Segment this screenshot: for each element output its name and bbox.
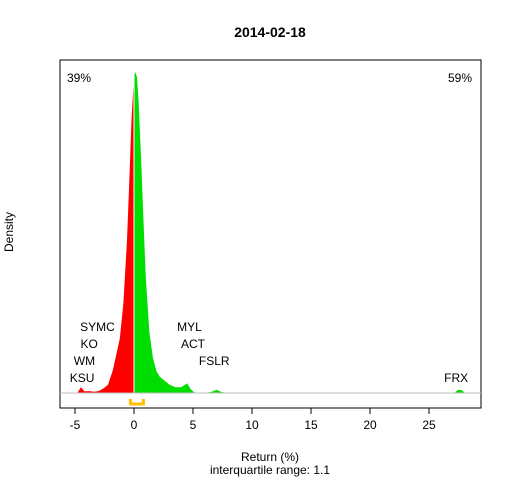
positive-share-label: 59% [448, 71, 472, 85]
x-axis-label: Return (%) [241, 450, 299, 464]
x-tick-label: 5 [190, 418, 197, 432]
stock-label: KSU [70, 371, 95, 385]
x-tick-label: 10 [245, 418, 259, 432]
stock-label: ACT [181, 337, 206, 351]
x-tick-label: 20 [363, 418, 377, 432]
outlier-density-bump [454, 389, 465, 393]
y-axis-label: Density [2, 212, 16, 252]
stock-label: WM [74, 354, 95, 368]
stock-label: KO [80, 337, 97, 351]
stock-label: MYL [177, 320, 202, 334]
negative-density-region [77, 76, 134, 393]
x-tick-label: 25 [422, 418, 436, 432]
density-area [60, 72, 481, 406]
positive-density-region [134, 72, 229, 393]
stock-label: FSLR [199, 354, 230, 368]
stock-label: SYMC [80, 320, 115, 334]
stock-labels: SYMC KO WM KSU MYL ACT FSLR FRX [70, 320, 468, 385]
iqr-bracket [128, 399, 145, 406]
iqr-caption: interquartile range: 1.1 [210, 463, 330, 477]
negative-share-label: 39% [67, 71, 91, 85]
x-tick-label: 0 [131, 418, 138, 432]
x-tick-label: -5 [70, 418, 81, 432]
chart-title: 2014-02-18 [234, 24, 306, 40]
stock-label: FRX [444, 371, 468, 385]
x-tick-label: 15 [304, 418, 318, 432]
x-axis: -5 0 5 10 15 20 25 [70, 407, 436, 432]
